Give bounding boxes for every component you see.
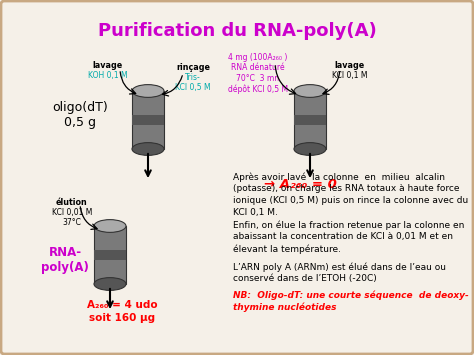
Text: L’ARN poly A (ARNm) est élué dans de l’eau ou
conservé dans de l’ETOH (-20C): L’ARN poly A (ARNm) est élué dans de l’e…	[233, 262, 446, 283]
Text: 4 mg (100A₂₆₀ )
RNA dénaturé
70°C  3 mn
dépôt KCl 0,5 M: 4 mg (100A₂₆₀ ) RNA dénaturé 70°C 3 mn d…	[228, 53, 288, 94]
Text: soit 160 μg: soit 160 μg	[89, 313, 155, 323]
Text: NB:  Oligo-dT: une courte séquence  de deoxy-
thymine nucléotides: NB: Oligo-dT: une courte séquence de deo…	[233, 290, 469, 312]
Text: KCl 0,1 M: KCl 0,1 M	[332, 71, 368, 80]
Ellipse shape	[94, 220, 126, 233]
FancyBboxPatch shape	[294, 91, 326, 149]
Text: Purification du RNA-poly(A): Purification du RNA-poly(A)	[98, 22, 376, 40]
Text: RNA-
poly(A): RNA- poly(A)	[41, 246, 89, 274]
Text: → A₂₆₀ = 0: → A₂₆₀ = 0	[264, 179, 337, 191]
Text: A₂₆₀ = 4 udo: A₂₆₀ = 4 udo	[87, 300, 157, 310]
Text: Après avoir lavé  la colonne  en  milieu  alcalin
(potasse), on charge les RNA t: Après avoir lavé la colonne en milieu al…	[233, 172, 468, 217]
Text: élution: élution	[56, 198, 88, 207]
Text: lavage: lavage	[93, 61, 123, 70]
Text: KCl 0,01 M
37°C: KCl 0,01 M 37°C	[52, 208, 92, 228]
FancyBboxPatch shape	[132, 91, 164, 149]
Text: oligo(dT)
0,5 g: oligo(dT) 0,5 g	[52, 101, 108, 129]
Text: lavage: lavage	[335, 61, 365, 70]
Ellipse shape	[294, 84, 326, 97]
Ellipse shape	[132, 143, 164, 155]
Text: Tris-
KCl 0,5 M: Tris- KCl 0,5 M	[175, 73, 211, 92]
Ellipse shape	[94, 278, 126, 290]
Text: Enfin, on élue la fraction retenue par la colonne en
abaissant la concentration : Enfin, on élue la fraction retenue par l…	[233, 220, 465, 254]
FancyBboxPatch shape	[94, 250, 126, 260]
FancyBboxPatch shape	[294, 115, 326, 125]
FancyBboxPatch shape	[94, 226, 126, 284]
FancyBboxPatch shape	[132, 115, 164, 125]
Ellipse shape	[294, 143, 326, 155]
Ellipse shape	[132, 84, 164, 97]
Text: KOH 0,1 M: KOH 0,1 M	[88, 71, 128, 80]
Text: rinçage: rinçage	[176, 63, 210, 72]
